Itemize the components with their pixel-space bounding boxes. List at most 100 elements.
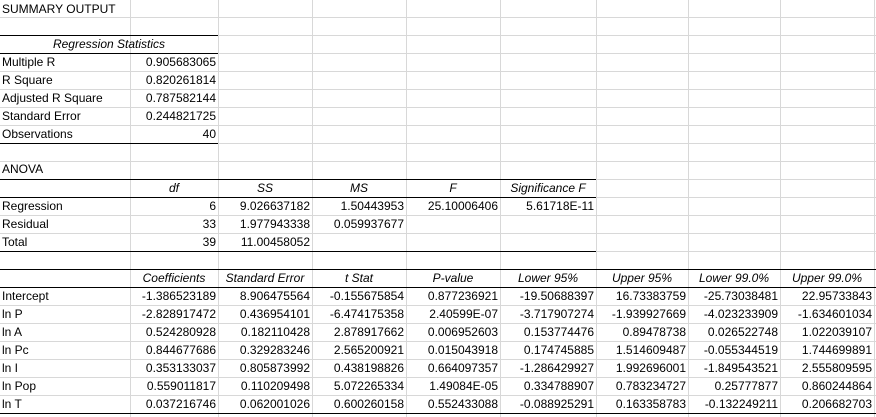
- coef-cell[interactable]: 0.353133037: [145, 361, 216, 375]
- coef-cell[interactable]: 0.015043918: [427, 343, 498, 357]
- coef-row-label[interactable]: ln P: [2, 307, 23, 321]
- coef-cell[interactable]: -2.828917472: [141, 307, 216, 321]
- coef-cell[interactable]: 1.49084E-05: [429, 379, 498, 393]
- regstats-label-multiple-r[interactable]: Multiple R: [2, 55, 56, 69]
- regstats-value-adjusted-r-square[interactable]: 0.787582144: [145, 91, 216, 105]
- anova-cell[interactable]: 9.026637182: [239, 199, 310, 213]
- coef-cell[interactable]: -1.849543521: [703, 361, 778, 375]
- coef-cell[interactable]: 5.072265334: [333, 379, 404, 393]
- anova-cell[interactable]: 1.50443953: [340, 199, 404, 213]
- regstats-label-observations[interactable]: Observations: [2, 127, 73, 141]
- regstats-label-r-square[interactable]: R Square: [2, 73, 53, 87]
- coef-cell[interactable]: -0.088925291: [519, 397, 594, 411]
- coef-cell[interactable]: 0.524280928: [145, 325, 216, 339]
- coef-cell[interactable]: 0.860244864: [801, 379, 872, 393]
- regstats-value-multiple-r[interactable]: 0.905683065: [145, 55, 216, 69]
- coef-cell[interactable]: 0.844677686: [145, 343, 216, 357]
- coef-cell[interactable]: -1.286429927: [519, 361, 594, 375]
- coef-header-standard-error[interactable]: Standard Error: [225, 271, 305, 285]
- anova-cell[interactable]: 5.61718E-11: [526, 199, 594, 213]
- coef-cell[interactable]: 0.206682703: [801, 397, 872, 411]
- coef-cell[interactable]: -1.634601034: [797, 307, 872, 321]
- coef-row-label[interactable]: ln T: [2, 397, 22, 411]
- coef-cell[interactable]: -0.055344519: [703, 343, 778, 357]
- coef-cell[interactable]: 2.555809595: [801, 361, 872, 375]
- coef-cell[interactable]: 0.552433088: [427, 397, 498, 411]
- anova-header-ms[interactable]: MS: [350, 181, 368, 195]
- coef-cell[interactable]: 1.992696001: [615, 361, 686, 375]
- anova-row-label[interactable]: Total: [2, 235, 28, 249]
- coef-cell[interactable]: -25.73038481: [703, 289, 778, 303]
- coef-header-p-value[interactable]: P-value: [432, 271, 474, 285]
- anova-cell[interactable]: 33: [202, 217, 216, 231]
- coef-cell[interactable]: 1.514609487: [615, 343, 686, 357]
- coef-cell[interactable]: 0.006952603: [427, 325, 498, 339]
- coef-cell[interactable]: -1.939927669: [611, 307, 686, 321]
- regstats-value-observations[interactable]: 40: [202, 127, 216, 141]
- coef-row-label[interactable]: ln Pc: [2, 343, 29, 357]
- coef-header-t-stat[interactable]: t Stat: [344, 271, 373, 285]
- coef-cell[interactable]: 0.334788907: [523, 379, 594, 393]
- coef-header-lower-95[interactable]: Lower 95%: [517, 271, 579, 285]
- coef-cell[interactable]: 0.174745885: [523, 343, 594, 357]
- coef-cell[interactable]: 0.037216746: [145, 397, 216, 411]
- coef-cell[interactable]: 0.25777877: [714, 379, 778, 393]
- regstats-label-standard-error[interactable]: Standard Error: [2, 109, 81, 123]
- anova-header-significance-f[interactable]: Significance F: [510, 181, 586, 195]
- coef-cell[interactable]: 0.026522748: [707, 325, 778, 339]
- coef-cell[interactable]: 0.163358783: [615, 397, 686, 411]
- coef-cell[interactable]: 0.182110428: [240, 325, 310, 339]
- coef-cell[interactable]: 0.062001026: [239, 397, 310, 411]
- coef-row-label[interactable]: ln I: [2, 361, 19, 375]
- coef-cell[interactable]: -6.474175358: [329, 307, 404, 321]
- coef-cell[interactable]: -0.132249211: [704, 397, 778, 411]
- coef-row-label[interactable]: ln A: [2, 325, 23, 339]
- regstats-label-adjusted-r-square[interactable]: Adjusted R Square: [2, 91, 103, 105]
- regstats-value-standard-error[interactable]: 0.244821725: [145, 109, 216, 123]
- regstats-header[interactable]: Regression Statistics: [52, 37, 166, 51]
- coef-cell[interactable]: 22.95733843: [801, 289, 872, 303]
- coef-cell[interactable]: 0.877236921: [427, 289, 498, 303]
- anova-cell[interactable]: 1.977943338: [239, 217, 310, 231]
- anova-cell[interactable]: 0.059937677: [333, 217, 404, 231]
- coef-header-coefficients[interactable]: Coefficients: [142, 271, 206, 285]
- coef-cell[interactable]: 0.436954101: [239, 307, 310, 321]
- coef-cell[interactable]: -19.50688397: [519, 289, 594, 303]
- anova-header-ss[interactable]: SS: [256, 181, 273, 195]
- coef-cell[interactable]: 0.153774476: [523, 325, 594, 339]
- coef-cell[interactable]: 0.110209498: [240, 379, 310, 393]
- coef-cell[interactable]: -3.717907274: [519, 307, 594, 321]
- coef-cell[interactable]: 2.565200921: [333, 343, 404, 357]
- coef-header-lower-99[interactable]: Lower 99.0%: [698, 271, 770, 285]
- coef-cell[interactable]: 1.022039107: [801, 325, 872, 339]
- coef-cell[interactable]: 1.744699891: [801, 343, 872, 357]
- coef-cell[interactable]: 0.783234727: [615, 379, 686, 393]
- coef-cell[interactable]: 16.73383759: [615, 289, 686, 303]
- coef-cell[interactable]: 8.906475564: [239, 289, 310, 303]
- coef-header-upper-99[interactable]: Upper 99.0%: [791, 271, 863, 285]
- coef-cell[interactable]: 2.40599E-07: [429, 307, 498, 321]
- coef-cell[interactable]: -4.023233909: [703, 307, 778, 321]
- coef-cell[interactable]: 0.438198826: [333, 361, 404, 375]
- coef-cell[interactable]: -0.155675854: [329, 289, 404, 303]
- anova-title[interactable]: ANOVA: [2, 162, 44, 176]
- anova-cell[interactable]: 25.10006406: [427, 199, 498, 213]
- summary-title-cell[interactable]: SUMMARY OUTPUT: [2, 2, 116, 16]
- coef-cell[interactable]: 0.89478738: [622, 325, 686, 339]
- regstats-value-r-square[interactable]: 0.820261814: [145, 73, 216, 87]
- coef-cell[interactable]: -1.386523189: [141, 289, 216, 303]
- coef-row-label[interactable]: Intercept: [2, 289, 49, 303]
- coef-cell[interactable]: 0.559011817: [146, 379, 216, 393]
- coef-cell[interactable]: 0.329283246: [239, 343, 310, 357]
- anova-cell[interactable]: 11.00458052: [240, 235, 310, 249]
- anova-row-label[interactable]: Residual: [2, 217, 49, 231]
- coef-cell[interactable]: 0.664097357: [427, 361, 498, 375]
- coef-cell[interactable]: 0.600260158: [333, 397, 404, 411]
- coef-row-label[interactable]: ln Pop: [2, 379, 37, 393]
- anova-cell[interactable]: 6: [209, 199, 216, 213]
- coef-cell[interactable]: 2.878917662: [333, 325, 404, 339]
- anova-header-df[interactable]: df: [168, 181, 179, 195]
- anova-header-f[interactable]: F: [449, 181, 457, 195]
- coef-header-upper-95[interactable]: Upper 95%: [611, 271, 673, 285]
- coef-cell[interactable]: 0.805873992: [239, 361, 310, 375]
